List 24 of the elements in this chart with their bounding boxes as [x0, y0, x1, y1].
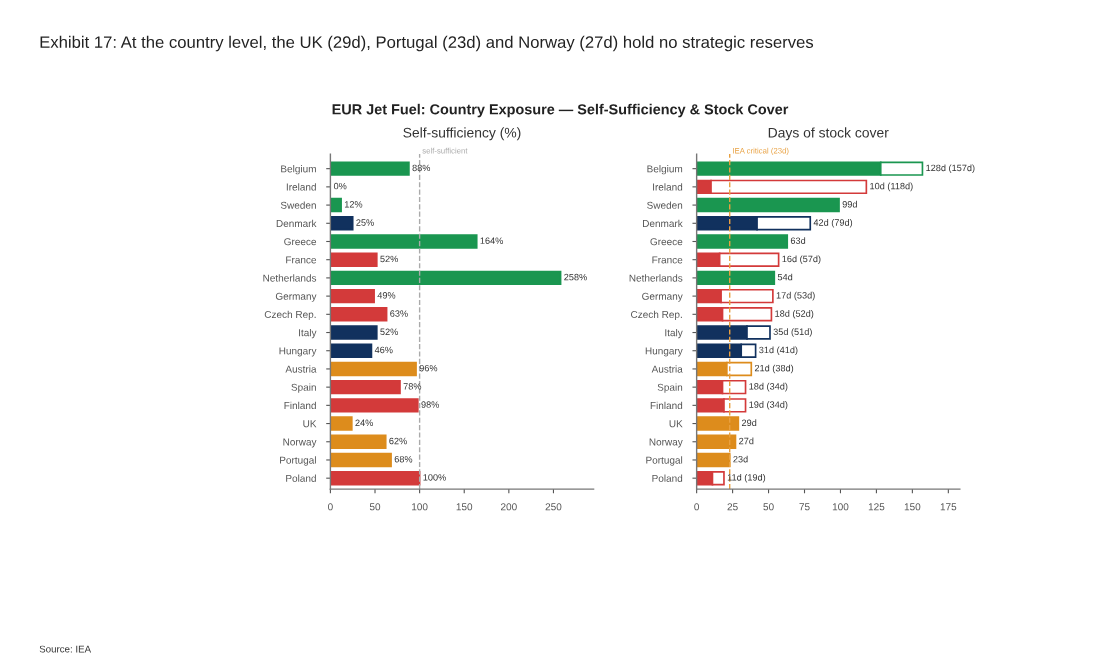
bar [696, 416, 740, 431]
bar [330, 234, 478, 249]
bar [330, 325, 378, 340]
bar [330, 343, 373, 358]
bar [330, 216, 354, 231]
bar [330, 307, 388, 322]
bar [696, 234, 789, 249]
bar [330, 434, 387, 449]
bar [330, 197, 342, 213]
bar [330, 252, 378, 267]
bar [330, 452, 392, 468]
bar [330, 379, 401, 395]
bar [696, 452, 731, 468]
bar [330, 361, 417, 377]
bar [330, 270, 562, 286]
bar [330, 470, 421, 486]
bar [330, 288, 375, 304]
bar [696, 197, 840, 213]
bar [330, 161, 410, 176]
bar [330, 398, 419, 413]
bar [696, 434, 737, 449]
bar [696, 270, 776, 286]
text: Exhibit 17: At the country level, the UK (29d), Portugal (23d) and Norway (27d) hold no strategic reserves [40, 35, 814, 52]
bar [330, 416, 353, 431]
